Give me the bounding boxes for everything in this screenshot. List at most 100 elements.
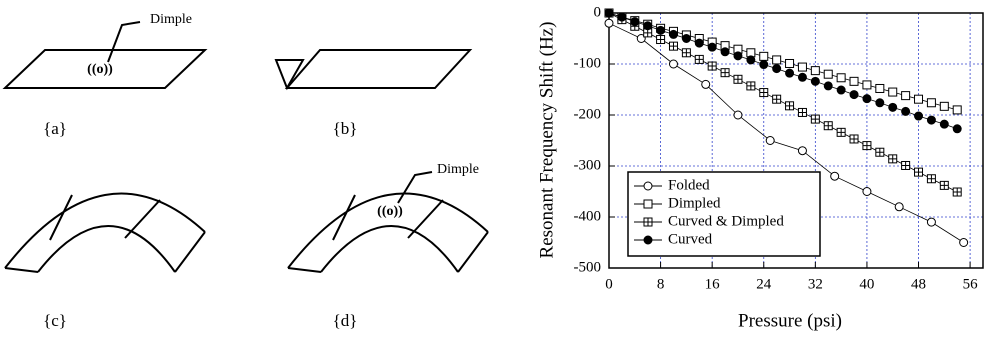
marker-shape <box>643 235 653 245</box>
x-tick-label: 0 <box>605 276 613 292</box>
marker-shape <box>823 81 833 91</box>
legend-label: Folded <box>668 177 710 193</box>
marker <box>797 107 807 117</box>
marker <box>681 34 691 43</box>
marker <box>617 12 627 22</box>
marker-cross <box>837 128 846 137</box>
y-tick-label: -400 <box>574 208 602 224</box>
marker <box>707 42 717 52</box>
marker-shape <box>926 217 936 227</box>
marker-cross <box>940 181 949 190</box>
marker <box>797 62 807 72</box>
x-tick-label: 24 <box>756 276 772 292</box>
marker-shape <box>797 72 807 82</box>
arch <box>287 192 489 273</box>
marker <box>888 87 898 97</box>
marker-shape <box>926 98 936 108</box>
marker-cross <box>708 62 717 71</box>
arch <box>4 192 206 273</box>
marker-shape <box>939 101 949 111</box>
marker <box>926 217 936 227</box>
marker <box>836 85 846 95</box>
panel-label: {a} <box>43 119 67 138</box>
marker-shape <box>785 58 795 68</box>
marker <box>926 174 936 184</box>
marker-shape <box>862 80 872 90</box>
marker-cross <box>888 154 897 163</box>
marker <box>901 91 911 101</box>
marker-shape <box>810 66 820 76</box>
marker-shape <box>656 25 666 35</box>
marker <box>746 55 756 65</box>
marker <box>862 80 872 90</box>
legend-label: Curved & Dimpled <box>668 213 784 229</box>
marker-shape <box>694 38 704 48</box>
x-tick-label: 40 <box>859 276 874 292</box>
marker-shape <box>901 91 911 101</box>
marker-shape <box>888 87 898 97</box>
marker-shape <box>733 51 743 61</box>
marker <box>952 187 962 197</box>
marker-shape <box>830 171 840 181</box>
marker-shape <box>875 83 885 93</box>
marker-shape <box>914 94 924 104</box>
marker <box>894 202 904 212</box>
marker-cross <box>862 141 871 150</box>
marker <box>810 114 820 124</box>
marker-cross <box>721 68 730 77</box>
panel-d: ((o)) Dimple {d} <box>287 162 489 330</box>
series-line <box>608 12 958 130</box>
marker-shape <box>604 8 614 18</box>
marker-shape <box>836 85 846 95</box>
marker <box>720 47 730 57</box>
marker-shape <box>668 29 678 39</box>
y-axis-title: Resonant Frequency Shift (Hz) <box>536 22 557 259</box>
marker-shape <box>746 55 756 65</box>
marker-shape <box>759 60 769 70</box>
marker <box>926 98 936 108</box>
marker-shape <box>643 21 653 31</box>
panel-a: ((o)) Dimple {a} <box>2 12 208 138</box>
marker-cross <box>875 148 884 157</box>
marker <box>785 68 795 78</box>
marker-shape <box>772 55 782 65</box>
marker-shape <box>810 76 820 86</box>
marker <box>914 111 924 121</box>
x-tick-label: 32 <box>808 276 823 292</box>
marker <box>643 181 653 191</box>
marker <box>836 127 846 137</box>
marker-shape <box>862 94 872 104</box>
marker <box>733 51 743 61</box>
series-line <box>608 12 958 111</box>
marker <box>823 81 833 91</box>
marker-shape <box>785 68 795 78</box>
y-tick-label: 0 <box>594 4 602 20</box>
marker <box>733 110 743 120</box>
marker-shape <box>765 136 775 145</box>
marker <box>875 83 885 93</box>
marker-cross <box>733 75 742 84</box>
plate <box>2 49 208 89</box>
marker-shape <box>707 42 717 52</box>
marker-cross <box>656 35 665 44</box>
marker-shape <box>720 47 730 57</box>
marker <box>668 29 678 39</box>
marker-shape <box>894 202 904 212</box>
marker <box>701 79 711 89</box>
marker <box>836 73 846 83</box>
marker-shape <box>849 90 859 100</box>
marker <box>656 25 666 35</box>
marker-cross <box>798 108 807 117</box>
marker <box>668 59 678 69</box>
marker <box>772 64 782 74</box>
marker <box>888 154 898 164</box>
marker <box>888 102 898 112</box>
marker-shape <box>617 12 627 22</box>
marker-shape <box>836 73 846 83</box>
marker <box>862 187 872 196</box>
marker <box>604 8 614 18</box>
x-tick-label: 48 <box>911 276 926 292</box>
marker-cross <box>695 55 704 64</box>
marker <box>668 41 678 51</box>
